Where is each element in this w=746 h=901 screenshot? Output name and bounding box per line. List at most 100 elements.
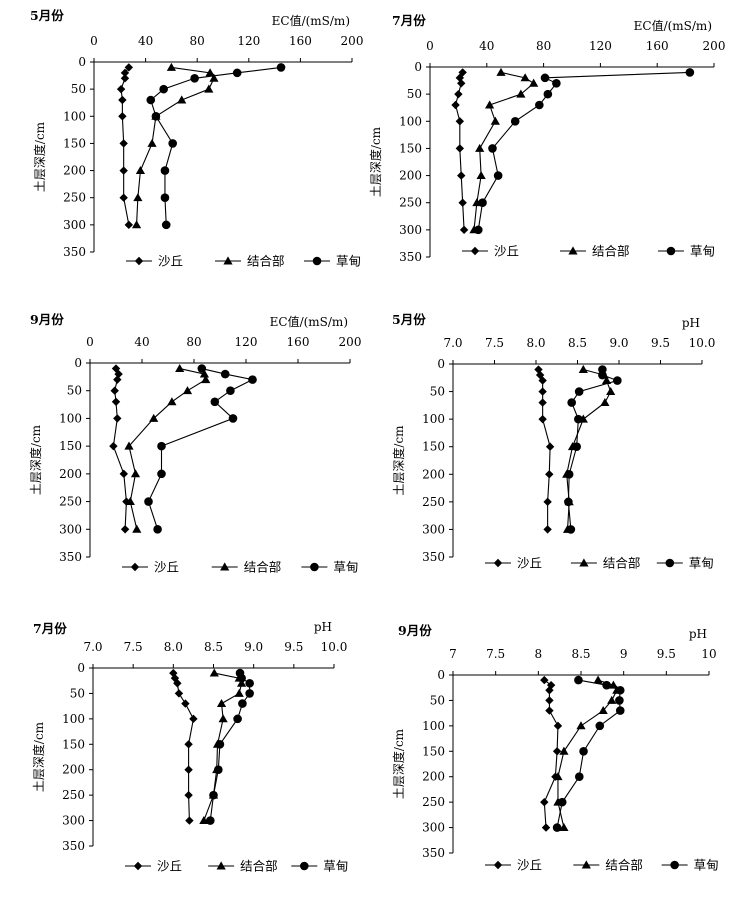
data-point-triangle — [124, 441, 134, 450]
data-point-diamond — [173, 679, 182, 688]
chart-panel-2: 7月份 EC值/(mS/m) 0 40 80 120 160 200 0 50 100 150 200 2… — [368, 13, 725, 264]
x-axis-title: EC值/(mS/m) — [634, 18, 712, 33]
data-point-circle — [543, 89, 553, 99]
y-tick-label: 300 — [399, 223, 422, 237]
y-tick-label: 350 — [399, 250, 422, 264]
data-point-diamond — [118, 95, 127, 105]
data-point-diamond — [455, 144, 465, 153]
data-point-circle — [574, 772, 584, 782]
data-point-triangle — [149, 413, 159, 422]
data-point-diamond — [124, 63, 134, 72]
x-tick-label: 40 — [134, 335, 149, 349]
x-tick-label: 8 — [535, 647, 543, 661]
data-point-triangle — [199, 369, 209, 378]
data-point-triangle — [199, 815, 209, 825]
data-point-circle — [615, 685, 625, 695]
legend-marker-circle — [666, 246, 676, 256]
data-point-triangle — [476, 170, 486, 180]
x-tick-label: 10 — [701, 647, 716, 661]
data-point-diamond — [110, 386, 119, 395]
data-point-circle — [535, 100, 544, 110]
x-tick-label: 160 — [646, 39, 669, 53]
data-point-circle — [153, 524, 162, 534]
x-tick-label: 40 — [479, 39, 494, 53]
chart-panel-5: 7月份 pH 7.0 7.5 8.0 8.5 9.0 9.5 10.0 0 50 100 150 200 2… — [31, 620, 348, 874]
data-point-triangle — [485, 100, 495, 109]
data-point-triangle — [205, 68, 215, 77]
x-tick-label: 7.5 — [486, 647, 505, 661]
data-point-circle — [595, 721, 605, 731]
data-point-diamond — [545, 470, 554, 479]
data-point-circle — [157, 469, 166, 479]
data-point-diamond — [174, 689, 184, 698]
data-point-diamond — [545, 686, 554, 695]
x-tick-label: 120 — [235, 335, 258, 349]
y-axis-title: 土层深度/cm — [368, 126, 383, 197]
y-tick-label: 350 — [422, 550, 445, 564]
data-point-diamond — [118, 112, 127, 121]
legend-marker-triangle — [568, 246, 578, 255]
x-tick-label: 160 — [287, 335, 310, 349]
data-point-diamond — [543, 497, 552, 507]
data-point-diamond — [541, 823, 551, 832]
x-tick-label: 9.0 — [244, 640, 263, 654]
x-tick-label: 7.5 — [124, 640, 143, 654]
data-point-diamond — [120, 74, 130, 83]
data-point-triangle — [529, 78, 539, 87]
data-point-circle — [685, 68, 695, 77]
y-tick-label: 350 — [62, 839, 85, 853]
y-tick-label: 150 — [59, 439, 82, 453]
legend-marker-triangle — [220, 562, 230, 571]
data-point-circle — [245, 678, 254, 688]
x-tick-label: 200 — [341, 34, 364, 48]
data-point-circle — [557, 797, 567, 807]
data-point-diamond — [119, 166, 128, 175]
data-point-circle — [157, 441, 166, 451]
legend: 沙丘 结合部 草甸 — [126, 254, 361, 269]
data-point-circle — [197, 364, 207, 373]
y-tick-label: 300 — [62, 814, 85, 828]
data-point-circle — [228, 414, 238, 423]
data-point-triangle — [553, 772, 563, 781]
data-point-circle — [579, 746, 588, 756]
data-point-triangle — [559, 822, 569, 832]
data-point-diamond — [451, 100, 460, 110]
series-line-triangle — [128, 368, 207, 530]
y-tick-label: 150 — [422, 744, 445, 758]
legend-marker-circle — [310, 562, 319, 572]
data-point-triangle — [216, 699, 227, 708]
x-axis-title: pH — [689, 627, 707, 641]
data-point-circle — [215, 739, 225, 749]
x-tick-label: 8.5 — [204, 640, 223, 654]
x-tick-label: 200 — [339, 335, 362, 349]
legend-label: 沙丘 — [517, 556, 542, 571]
y-tick-label: 100 — [399, 114, 422, 128]
legend-label: 草甸 — [323, 859, 348, 874]
data-point-circle — [473, 225, 483, 235]
data-point-diamond — [546, 680, 556, 690]
panel-label: 9月份 — [398, 623, 432, 638]
legend-label: 结合部 — [592, 244, 630, 259]
x-tick-label: 8.5 — [568, 336, 587, 350]
data-point-triangle — [182, 386, 193, 395]
data-point-diamond — [458, 198, 467, 207]
data-point-diamond — [457, 79, 466, 88]
legend: 沙丘 结合部 草甸 — [462, 244, 715, 259]
legend-marker-triangle — [579, 558, 589, 567]
legend-marker-diamond — [130, 562, 140, 572]
data-point-circle — [566, 525, 576, 534]
y-tick-label: 250 — [62, 788, 85, 802]
y-tick-label: 300 — [59, 522, 82, 536]
y-tick-label: 250 — [59, 495, 82, 509]
chart-panel-6: 9月份 pH7 7.5 8 8.5 9 9.5 10050100150200250300350… — [391, 623, 719, 873]
y-tick-label: 50 — [70, 686, 85, 700]
legend-label: 草甸 — [689, 556, 714, 571]
y-tick-label: 50 — [71, 82, 86, 96]
y-tick-label: 300 — [422, 821, 445, 835]
data-point-triangle — [175, 363, 185, 372]
x-tick-label: 7.0 — [83, 640, 102, 654]
x-tick-label: 10.0 — [689, 336, 716, 350]
data-point-triangle — [576, 721, 586, 730]
data-point-diamond — [540, 675, 549, 685]
panel-label: 5月份 — [392, 312, 426, 327]
